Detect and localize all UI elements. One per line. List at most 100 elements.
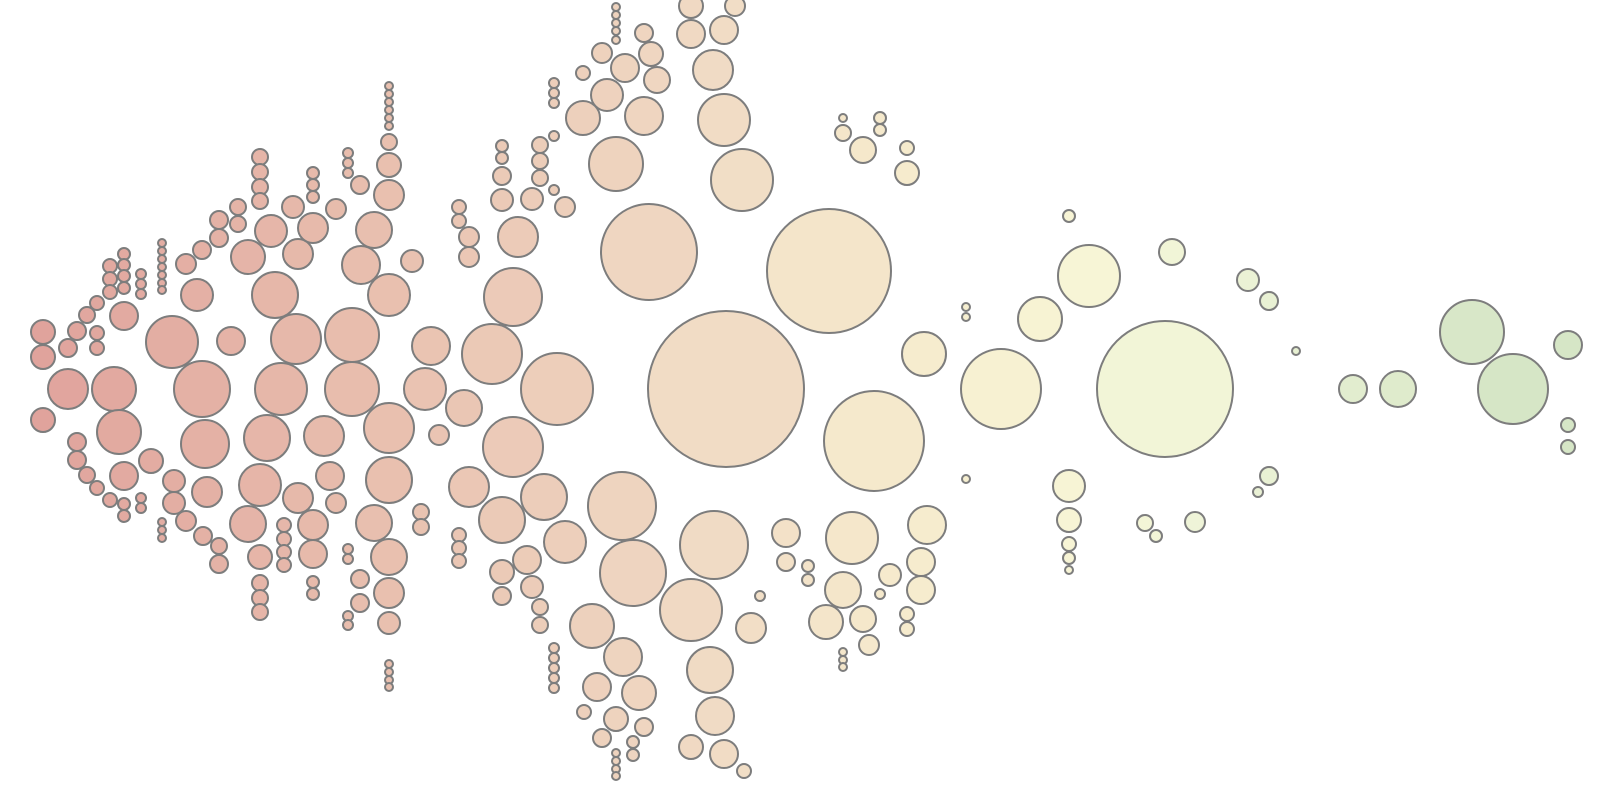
bubble (412, 518, 430, 536)
bubble (342, 167, 354, 179)
bubble (117, 281, 131, 295)
bubble (157, 254, 167, 264)
bubble (611, 18, 621, 28)
bubble (1064, 565, 1074, 575)
bubble (367, 273, 411, 317)
bubble (67, 321, 87, 341)
bubble (384, 89, 394, 99)
bubble (1560, 439, 1576, 455)
bubble (611, 26, 621, 36)
bubble (495, 139, 509, 153)
bubble (736, 763, 752, 779)
bubble (1560, 417, 1576, 433)
bubble (365, 456, 413, 504)
bubble (384, 113, 394, 123)
bubble (342, 619, 354, 631)
bubble (592, 728, 612, 748)
bubble (229, 198, 247, 216)
bubble (776, 552, 796, 572)
bubble (679, 510, 749, 580)
bubble (384, 659, 394, 669)
bubble (548, 87, 560, 99)
bubble (138, 448, 164, 474)
bubble (384, 97, 394, 107)
bubble (135, 268, 147, 280)
bubble (724, 0, 746, 17)
bubble (448, 466, 490, 508)
bubble (458, 226, 480, 248)
bubble (590, 78, 624, 112)
bubble (342, 157, 354, 169)
bubble (611, 10, 621, 20)
bubble (67, 450, 87, 470)
bubble (30, 344, 56, 370)
bubble (643, 66, 671, 94)
bubble (591, 42, 613, 64)
bubble (710, 148, 774, 212)
bubble (162, 469, 186, 493)
bubble (531, 598, 549, 616)
bubble (906, 575, 936, 605)
bubble (306, 587, 320, 601)
bubble (192, 240, 212, 260)
bubble (735, 612, 767, 644)
bubble (531, 616, 549, 634)
bubble (520, 473, 568, 521)
bubble (600, 203, 698, 301)
bubble (548, 77, 560, 89)
bubble (400, 249, 424, 273)
bubble (102, 492, 118, 508)
bubble (117, 497, 131, 511)
bubble (342, 543, 354, 555)
bubble (766, 208, 892, 334)
bubble (306, 190, 320, 204)
bubble (384, 105, 394, 115)
bubble (548, 97, 560, 109)
bubble (109, 461, 139, 491)
bubble (548, 662, 560, 674)
bubble (157, 238, 167, 248)
bubble (281, 195, 305, 219)
bubble (117, 509, 131, 523)
bubble (771, 518, 801, 548)
bubble (243, 414, 291, 462)
bubble (1553, 330, 1583, 360)
bubble (1052, 469, 1086, 503)
bubble (490, 188, 514, 212)
bubble (554, 196, 576, 218)
bubble (1259, 466, 1279, 486)
bubble (157, 525, 167, 535)
bubble (678, 0, 704, 19)
bubble (135, 492, 147, 504)
bubble (692, 49, 734, 91)
bubble (145, 315, 199, 369)
bubble (325, 492, 347, 514)
bubble (230, 239, 266, 275)
bubble (678, 734, 704, 760)
bubble (801, 573, 815, 587)
bubble (384, 667, 394, 677)
bubble (306, 178, 320, 192)
bubble (451, 213, 467, 229)
bubble (428, 424, 450, 446)
bubble (697, 93, 751, 147)
bubble (384, 682, 394, 692)
bubble (548, 642, 560, 654)
bubble (315, 461, 345, 491)
bubble (96, 409, 142, 455)
bubble (254, 214, 288, 248)
bubble (342, 553, 354, 565)
bubble (825, 511, 879, 565)
bubble (89, 325, 105, 341)
bubble (162, 491, 186, 515)
bubble (709, 15, 739, 45)
bubble (961, 312, 971, 322)
bubble (384, 81, 394, 91)
bubble (611, 35, 621, 45)
bubble (587, 471, 657, 541)
bubble (173, 360, 231, 418)
bubble (102, 284, 118, 300)
bubble (1439, 299, 1505, 365)
bubble (603, 706, 629, 732)
bubble (297, 509, 329, 541)
